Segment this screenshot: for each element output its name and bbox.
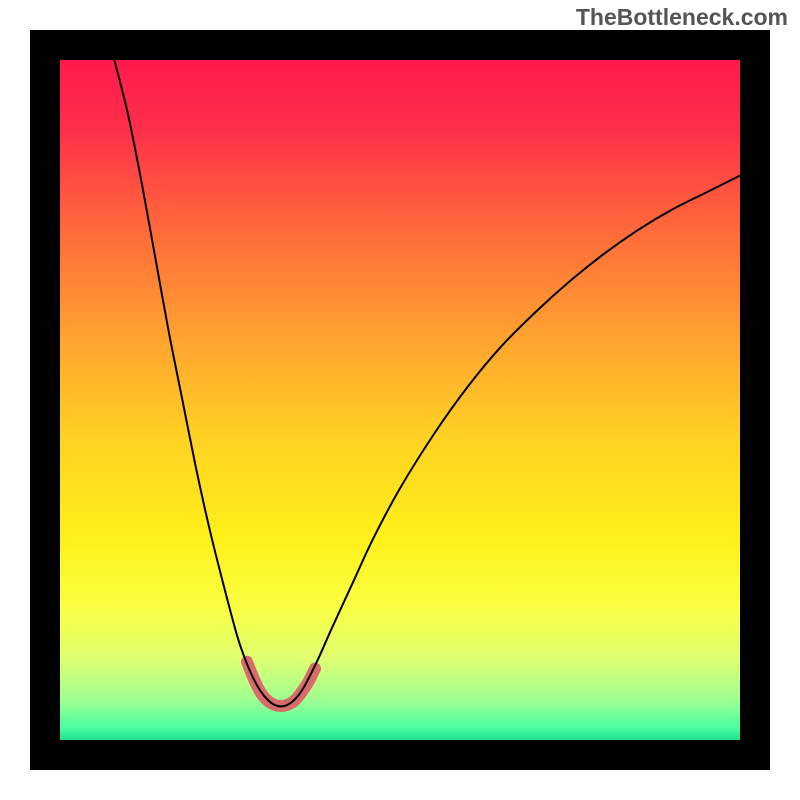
chart-background-gradient	[60, 60, 740, 740]
bottleneck-chart	[0, 0, 800, 800]
attribution-text: TheBottleneck.com	[576, 4, 788, 31]
